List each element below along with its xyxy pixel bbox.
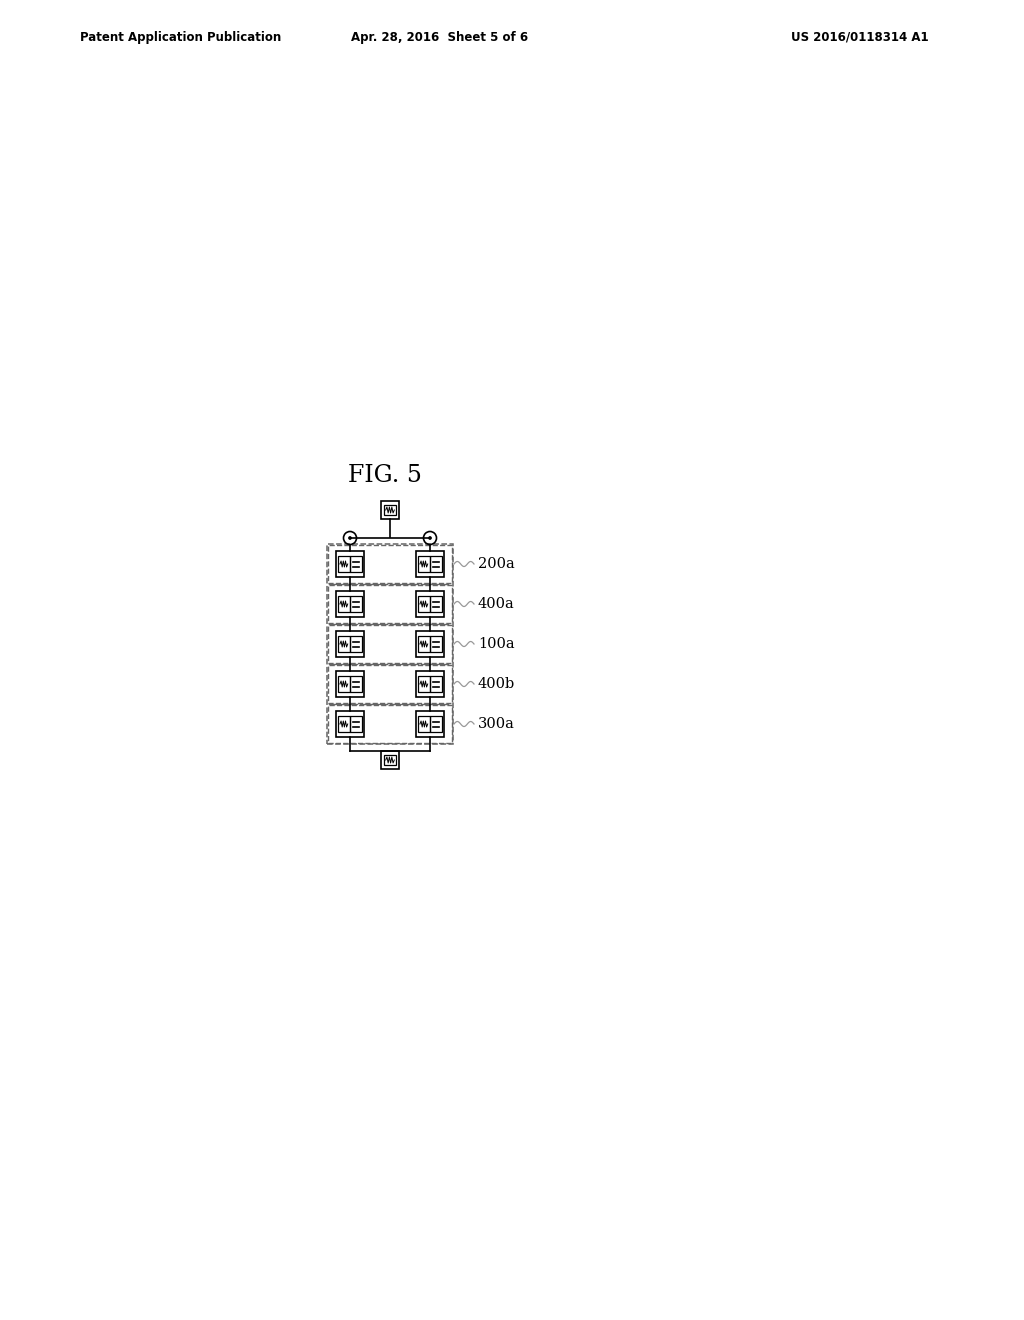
Bar: [338, 595, 350, 612]
Bar: [430, 556, 442, 573]
Bar: [338, 556, 350, 573]
Bar: [416, 711, 444, 737]
Bar: [350, 715, 362, 733]
Bar: [328, 585, 452, 623]
Bar: [430, 676, 442, 693]
Text: US 2016/0118314 A1: US 2016/0118314 A1: [792, 30, 929, 44]
Bar: [430, 635, 442, 652]
Bar: [328, 545, 452, 583]
Bar: [350, 676, 362, 693]
Bar: [418, 595, 430, 612]
Bar: [328, 705, 452, 743]
Bar: [336, 711, 364, 737]
Bar: [418, 556, 430, 573]
Text: 300a: 300a: [478, 717, 515, 731]
Text: Patent Application Publication: Patent Application Publication: [80, 30, 282, 44]
Bar: [328, 624, 452, 663]
Bar: [350, 556, 362, 573]
Bar: [384, 755, 396, 766]
Bar: [327, 544, 453, 744]
Bar: [416, 631, 444, 657]
Bar: [418, 715, 430, 733]
Bar: [418, 676, 430, 693]
Bar: [338, 676, 350, 693]
Bar: [338, 635, 350, 652]
Bar: [381, 502, 399, 519]
Circle shape: [428, 536, 431, 540]
Bar: [338, 715, 350, 733]
Bar: [384, 504, 396, 515]
Bar: [328, 665, 452, 704]
Bar: [336, 631, 364, 657]
Circle shape: [348, 536, 351, 540]
Bar: [350, 635, 362, 652]
Bar: [416, 591, 444, 616]
Bar: [336, 550, 364, 577]
Bar: [430, 715, 442, 733]
Text: 100a: 100a: [478, 638, 515, 651]
Text: FIG. 5: FIG. 5: [348, 463, 422, 487]
Bar: [336, 591, 364, 616]
Bar: [430, 595, 442, 612]
Text: 200a: 200a: [478, 557, 515, 572]
Bar: [418, 635, 430, 652]
Text: 400b: 400b: [478, 677, 515, 690]
Bar: [416, 671, 444, 697]
Bar: [416, 550, 444, 577]
Text: Apr. 28, 2016  Sheet 5 of 6: Apr. 28, 2016 Sheet 5 of 6: [351, 30, 528, 44]
Text: 400a: 400a: [478, 597, 515, 611]
Bar: [350, 595, 362, 612]
Bar: [336, 671, 364, 697]
Bar: [381, 751, 399, 770]
